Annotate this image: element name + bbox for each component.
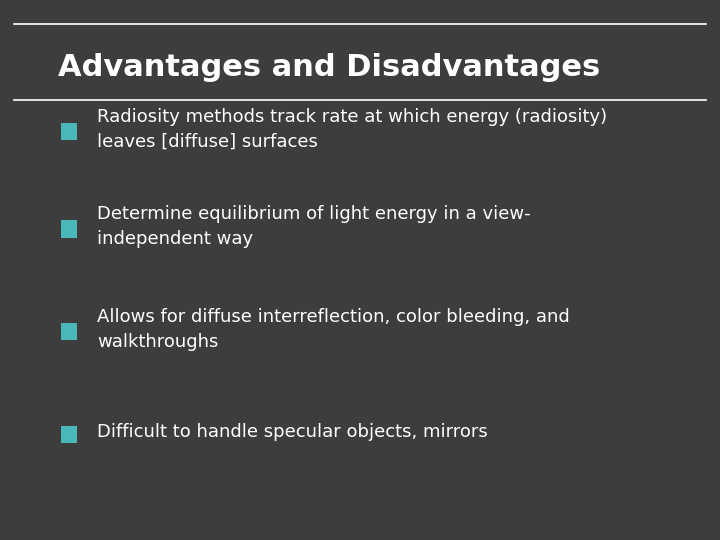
Bar xyxy=(61,123,77,140)
Text: Allows for diffuse interreflection, color bleeding, and
walkthroughs: Allows for diffuse interreflection, colo… xyxy=(97,308,570,351)
Text: Difficult to handle specular objects, mirrors: Difficult to handle specular objects, mi… xyxy=(97,423,488,441)
Bar xyxy=(61,426,77,443)
Bar xyxy=(61,220,77,238)
Bar xyxy=(61,323,77,340)
Text: Determine equilibrium of light energy in a view-
independent way: Determine equilibrium of light energy in… xyxy=(97,205,531,248)
Text: Advantages and Disadvantages: Advantages and Disadvantages xyxy=(58,53,600,82)
Text: Radiosity methods track rate at which energy (radiosity)
leaves [diffuse] surfac: Radiosity methods track rate at which en… xyxy=(97,108,608,151)
